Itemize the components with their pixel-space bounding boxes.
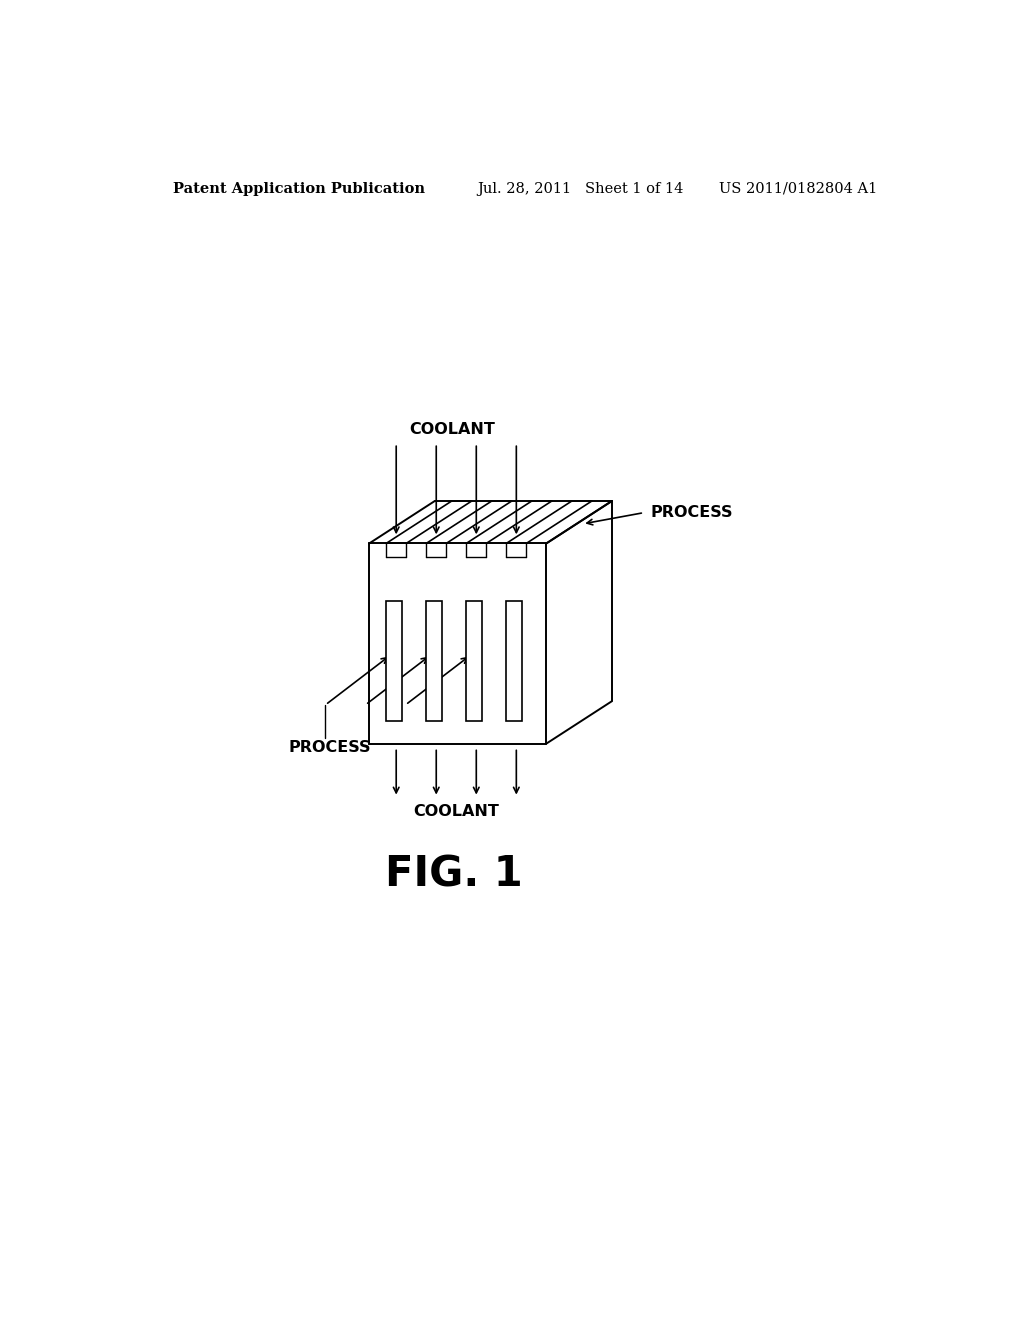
Text: PROCESS: PROCESS [289, 739, 371, 755]
Text: US 2011/0182804 A1: US 2011/0182804 A1 [719, 182, 878, 195]
Text: PROCESS: PROCESS [650, 506, 733, 520]
Text: COOLANT: COOLANT [414, 804, 500, 818]
Text: Jul. 28, 2011   Sheet 1 of 14: Jul. 28, 2011 Sheet 1 of 14 [477, 182, 683, 195]
Bar [386, 601, 401, 721]
Bar [426, 601, 441, 721]
Bar [506, 601, 521, 721]
Text: FIG. 1: FIG. 1 [385, 854, 523, 895]
Text: Patent Application Publication: Patent Application Publication [173, 182, 425, 195]
Text: COOLANT: COOLANT [410, 422, 496, 437]
Bar [466, 601, 481, 721]
